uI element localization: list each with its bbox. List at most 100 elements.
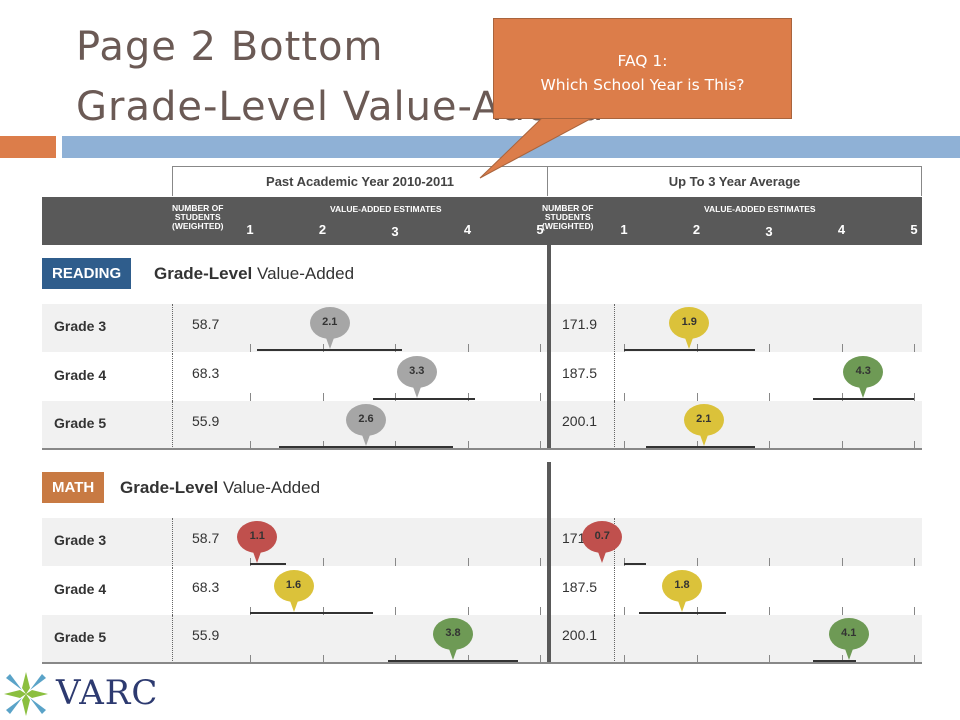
estimate-label: 2.1 xyxy=(696,413,712,425)
estimate-marker-tail xyxy=(361,432,371,446)
column-header-band xyxy=(42,197,922,244)
scale-tick xyxy=(250,655,251,663)
varc-logo-text: VARC xyxy=(56,673,159,713)
estimate-marker: 2.1 xyxy=(309,307,350,349)
scale-tick xyxy=(540,606,541,615)
table-row: Grade 5 xyxy=(42,615,922,663)
scale-tick xyxy=(696,606,698,615)
axis-tick-label: 4 xyxy=(463,222,472,237)
estimate-label: 1.9 xyxy=(681,316,697,328)
estimate-marker-tail xyxy=(843,646,854,660)
scale-tick xyxy=(841,441,843,449)
section-badge-math: MATH xyxy=(42,472,105,503)
scale-tick xyxy=(696,655,698,663)
scale-tick xyxy=(624,606,625,615)
estimate-marker: 4.3 xyxy=(843,355,884,398)
scale-tick xyxy=(769,558,770,566)
scale-tick xyxy=(395,441,396,449)
period-divider xyxy=(547,248,551,448)
scale-tick xyxy=(540,441,541,449)
estimate-marker: 3.8 xyxy=(433,618,473,660)
scale-tick xyxy=(540,558,541,566)
scale-tick xyxy=(914,344,915,352)
section-title: Grade-Level Value-Added xyxy=(154,264,354,284)
row-divider xyxy=(172,566,173,615)
estimate-marker: 0.7 xyxy=(582,521,623,563)
estimate-label: 2.6 xyxy=(358,413,374,425)
grade-label: Grade 4 xyxy=(54,580,107,597)
scale-tick xyxy=(696,344,698,352)
axis-tick-label: 3 xyxy=(765,224,773,239)
scale-tick xyxy=(250,606,251,615)
section-bottom-line xyxy=(42,447,922,450)
scale-tick xyxy=(914,606,915,615)
axis-tick-label: 2 xyxy=(318,222,327,237)
scale-tick xyxy=(467,344,469,352)
scale-tick xyxy=(914,392,915,401)
scale-tick xyxy=(769,392,770,401)
estimate-label: 4.3 xyxy=(855,364,871,377)
student-count: 187.5 xyxy=(562,578,598,595)
student-count: 58.7 xyxy=(192,530,220,546)
estimates-column-header: VALUE-ADDED ESTIMATES xyxy=(704,204,816,214)
scale-tick xyxy=(769,344,770,352)
grade-label: Grade 3 xyxy=(54,532,107,548)
varc-star-icon xyxy=(4,672,48,716)
count-column-header: NUMBER OF STUDENTS (WEIGHTED) xyxy=(542,203,594,231)
row-divider xyxy=(172,615,173,663)
estimate-label: 0.7 xyxy=(594,530,610,542)
student-count: 55.9 xyxy=(192,413,220,429)
estimate-marker: 1.1 xyxy=(237,521,278,563)
period-header-past: Past Academic Year 2010-2011 xyxy=(172,166,548,196)
student-count: 58.7 xyxy=(192,316,220,332)
row-divider xyxy=(614,566,615,615)
estimate-label: 2.1 xyxy=(322,316,338,328)
axis-tick-label: 5 xyxy=(536,222,544,237)
estimate-marker: 3.3 xyxy=(396,355,437,398)
estimate-marker: 1.6 xyxy=(273,569,314,612)
student-count: 171.9 xyxy=(562,316,598,332)
student-count: 68.3 xyxy=(192,578,220,595)
estimate-marker-tail xyxy=(684,335,695,349)
estimate-marker-tail xyxy=(252,549,263,563)
estimate-marker-tail xyxy=(677,597,687,612)
student-count: 200.1 xyxy=(562,627,598,643)
scale-tick xyxy=(322,558,324,566)
table-row: Grade 5 xyxy=(42,401,922,449)
scale-tick xyxy=(467,392,469,401)
estimate-marker: 2.6 xyxy=(346,404,386,446)
scale-tick xyxy=(322,655,324,663)
section-title-bold: Grade-Level xyxy=(154,264,253,283)
estimates-column-header: VALUE-ADDED ESTIMATES xyxy=(330,204,442,214)
estimate-label: 1.1 xyxy=(249,530,265,542)
title-underline-orange xyxy=(0,136,56,158)
scale-tick xyxy=(841,344,843,352)
estimate-marker-tail xyxy=(597,549,608,563)
scale-tick xyxy=(250,392,251,401)
slide-title-line-1: Page 2 Bottom xyxy=(76,24,384,70)
confidence-interval xyxy=(387,660,519,662)
axis-tick-label: 5 xyxy=(910,222,918,237)
confidence-interval xyxy=(645,446,755,448)
scale-tick xyxy=(769,606,770,615)
scale-tick xyxy=(395,606,396,615)
scale-tick xyxy=(914,558,915,566)
confidence-interval xyxy=(257,349,403,351)
axis-tick-label: 4 xyxy=(837,222,846,237)
estimate-label: 1.6 xyxy=(285,578,302,591)
row-divider xyxy=(172,518,173,566)
scale-tick xyxy=(467,441,469,449)
scale-tick xyxy=(624,392,625,401)
estimate-label: 4.1 xyxy=(841,627,857,639)
section-title-rest: Value-Added xyxy=(218,478,321,497)
estimate-marker: 4.1 xyxy=(828,618,869,660)
scale-tick xyxy=(467,655,469,663)
table-row: Grade 4 xyxy=(42,567,922,615)
scale-tick xyxy=(769,441,770,449)
student-count: 55.9 xyxy=(192,627,220,643)
scale-tick xyxy=(696,441,698,449)
row-divider xyxy=(172,304,173,352)
scale-tick xyxy=(395,655,396,663)
estimate-marker: 1.9 xyxy=(669,307,710,349)
confidence-interval xyxy=(250,611,374,614)
